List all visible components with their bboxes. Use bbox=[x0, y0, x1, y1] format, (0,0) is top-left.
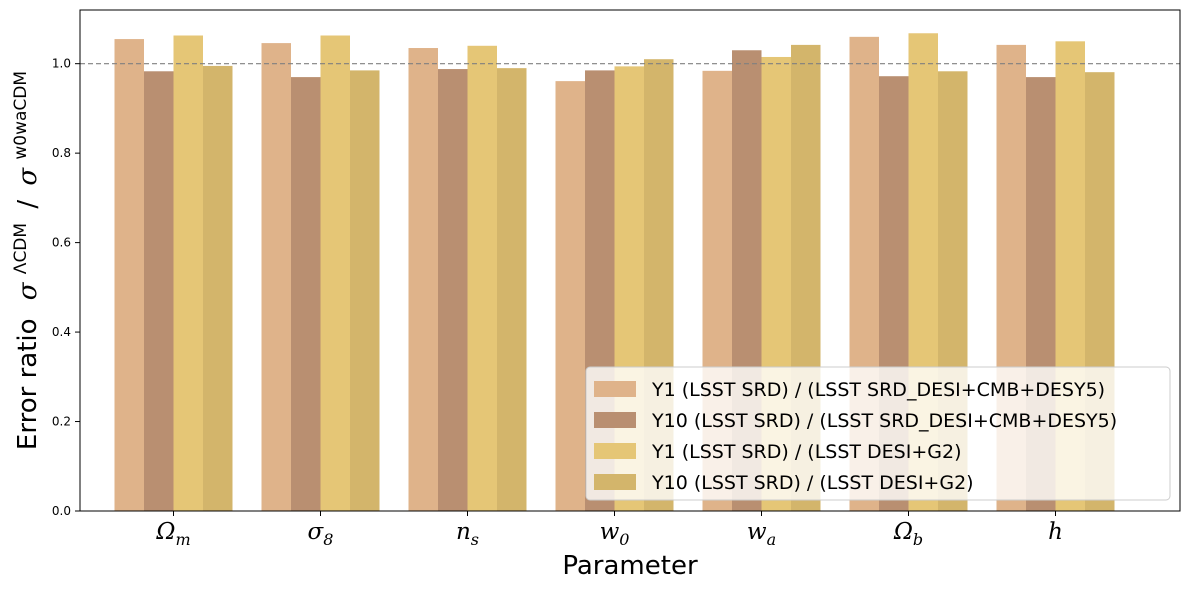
y-tick-label: 0.0 bbox=[52, 504, 71, 518]
bar-4-1 bbox=[203, 65, 233, 512]
legend-swatch bbox=[594, 412, 636, 428]
bar-1-3 bbox=[408, 48, 438, 512]
x-axis-title: Parameter bbox=[562, 551, 698, 581]
bar-1-1 bbox=[114, 39, 144, 511]
x-axis-ticks: Ωm σ8 ns w0 wa Ωb h bbox=[155, 511, 1063, 549]
legend-swatch bbox=[594, 474, 636, 490]
svg-text:Error ratio σ ΛCDM: Error ratio σ ΛCDM / σ w0waCDM bbox=[3, 71, 43, 450]
bar-1-2 bbox=[261, 43, 291, 512]
bar-2-2 bbox=[291, 77, 321, 512]
x-tick-label: σ8 bbox=[308, 519, 334, 549]
y-tick-label: 0.6 bbox=[52, 236, 71, 250]
legend-swatch bbox=[594, 443, 636, 459]
y-axis-ticks: 0.0 0.2 0.4 0.6 0.8 1.0 bbox=[52, 57, 80, 518]
y-tick-label: 0.2 bbox=[52, 415, 71, 429]
y-axis-title: Error ratio σ ΛCDM / σ w0waCDM bbox=[3, 71, 43, 450]
bar-4-2 bbox=[350, 70, 380, 511]
y-axis-title-text: Error ratio bbox=[13, 318, 43, 450]
legend-label: Y1 (LSST SRD) / (LSST DESI+G2) bbox=[651, 441, 962, 463]
x-tick-label: h bbox=[1048, 519, 1063, 545]
legend-swatch bbox=[594, 381, 636, 397]
bar-3-3 bbox=[467, 45, 497, 512]
x-tick-label: Ωm bbox=[155, 519, 190, 549]
x-tick-label: w0 bbox=[600, 519, 630, 549]
y-axis-title-sep: / bbox=[13, 200, 43, 209]
legend-box bbox=[585, 366, 1171, 501]
bar-3-2 bbox=[320, 35, 350, 512]
bar-2-1 bbox=[144, 71, 174, 512]
y-axis-title-sigma2: σ bbox=[13, 167, 43, 186]
bar-3-1 bbox=[173, 35, 203, 512]
y-tick-label: 1.0 bbox=[52, 57, 71, 71]
x-tick-label: wa bbox=[747, 519, 776, 549]
legend-label: Y10 (LSST SRD) / (LSST DESI+G2) bbox=[651, 472, 974, 494]
legend: Y1 (LSST SRD) / (LSST SRD_DESI+CMB+DESY5… bbox=[585, 366, 1171, 501]
y-tick-label: 0.4 bbox=[52, 325, 71, 339]
y-axis-title-sup1: ΛCDM bbox=[11, 223, 31, 274]
y-tick-label: 0.8 bbox=[52, 146, 71, 160]
x-tick-label: Ωb bbox=[893, 519, 923, 549]
legend-label: Y10 (LSST SRD) / (LSST SRD_DESI+CMB+DESY… bbox=[651, 410, 1117, 432]
y-axis-title-sup2: w0waCDM bbox=[11, 71, 31, 160]
plot-frame bbox=[79, 9, 1181, 512]
bar-1-4 bbox=[555, 81, 585, 511]
bar-4-3 bbox=[497, 68, 527, 511]
y-axis-title-sigma1: σ bbox=[13, 281, 43, 300]
x-tick-label: ns bbox=[456, 519, 479, 549]
legend-label: Y1 (LSST SRD) / (LSST SRD_DESI+CMB+DESY5… bbox=[651, 379, 1105, 401]
bar-2-3 bbox=[438, 69, 468, 512]
